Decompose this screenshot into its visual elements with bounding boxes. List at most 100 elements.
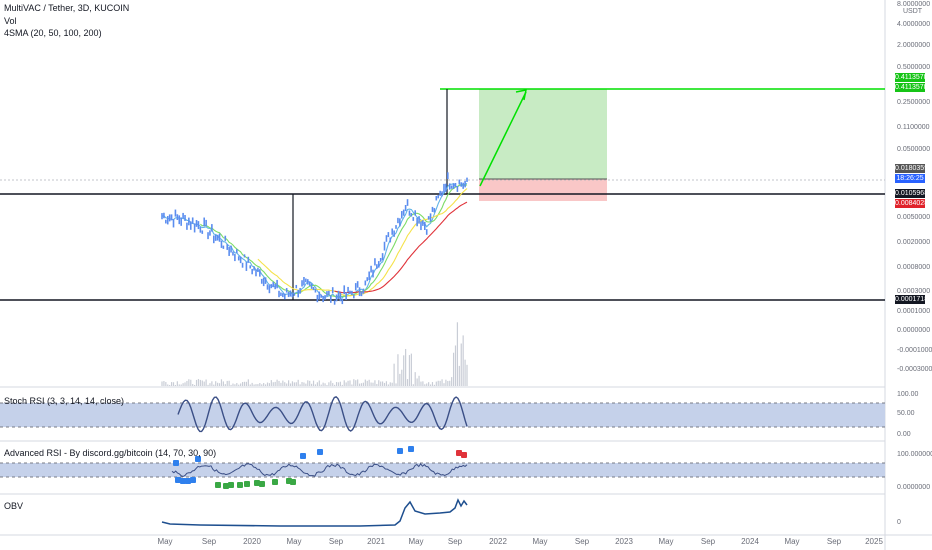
volume-bar [449, 380, 451, 386]
rsi-marker [290, 479, 296, 485]
entry-price-tag: 0.0105968 [895, 189, 929, 198]
volume-bar [316, 382, 318, 386]
volume-bar [205, 379, 207, 386]
loss-zone[interactable] [479, 179, 607, 201]
time-tick: 2020 [243, 537, 261, 546]
volume-bar [357, 379, 359, 386]
volume-bar [261, 384, 263, 386]
volume-bar [266, 382, 269, 386]
volume-bar [445, 379, 447, 386]
stoch-band [0, 403, 885, 427]
price-series [161, 172, 468, 305]
sma-200-line [334, 201, 468, 294]
price-tick: -0.0001000 [897, 347, 932, 354]
volume-bar [220, 379, 223, 386]
volume-bar [387, 384, 389, 386]
time-tick: Sep [329, 537, 344, 546]
volume-bar [347, 380, 349, 386]
stop-price-tag: 0.0084028 [895, 199, 929, 208]
profit-zone[interactable] [479, 89, 607, 179]
time-tick: 2021 [367, 537, 385, 546]
volume-bar [230, 384, 232, 386]
volume-bar [368, 379, 370, 386]
time-tick: Sep [448, 537, 463, 546]
price-tick: 0.0050000 [897, 214, 930, 221]
target-price-tag: 0.4113578 [895, 73, 928, 82]
rsi-marker [408, 446, 414, 452]
volume-bar [362, 382, 365, 386]
time-tick: May [784, 537, 799, 546]
volume-bar [439, 380, 441, 386]
volume-bar [414, 372, 416, 386]
volume-bar [278, 380, 280, 386]
volume-bar [322, 382, 324, 386]
volume-bar [341, 384, 343, 386]
volume-bar [224, 384, 226, 386]
volume-bar [366, 380, 368, 386]
stoch-label: Stoch RSI (3, 3, 14, 14, close) [4, 396, 125, 406]
volume-bar [238, 384, 240, 386]
volume-bar [358, 383, 361, 386]
volume-bar [435, 381, 437, 386]
volume-bar [264, 384, 267, 386]
volume-bar [167, 384, 169, 386]
volume-bar [190, 379, 192, 386]
volume-bar [163, 381, 165, 386]
volume-bar [305, 383, 307, 386]
volume-bar [288, 380, 290, 386]
price-tick: 0.0001000 [897, 308, 930, 315]
volume-bar [297, 379, 299, 386]
rsi-marker [317, 449, 323, 455]
obv-tick: 0 [897, 519, 901, 526]
volume-bar [374, 380, 376, 386]
rsi-marker [461, 452, 467, 458]
volume-bar [335, 382, 338, 386]
volume-bar [399, 373, 401, 386]
volume-bar [391, 382, 393, 386]
volume-bar [257, 384, 259, 386]
sma-20-line [161, 182, 468, 299]
volume-bar [353, 379, 355, 386]
volume-bar [466, 364, 468, 386]
rsi-tick: 0.0000000 [897, 484, 930, 491]
price-tick: 0.5000000 [897, 64, 930, 71]
volume-bar [462, 335, 464, 386]
price-tick: 0.0003000 [897, 288, 930, 295]
volume-bar [332, 383, 334, 386]
volume-bar [372, 382, 374, 386]
volume-bar [339, 381, 341, 386]
volume-bar [383, 382, 386, 386]
volume-bar [215, 381, 217, 386]
volume-bar [464, 359, 466, 386]
price-tick: 0.1100000 [897, 124, 930, 131]
volume-bar [424, 384, 426, 386]
volume-bar [311, 383, 313, 386]
volume-bar [320, 384, 322, 386]
volume-bar [443, 383, 445, 386]
volume-bars [161, 322, 468, 386]
stoch-tick: 100.00 [897, 391, 919, 398]
volume-bar [381, 381, 384, 386]
volume-bar [226, 380, 228, 386]
volume-bar [270, 380, 272, 386]
volume-bar [401, 369, 403, 386]
volume-bar [218, 383, 221, 386]
volume-bar [291, 381, 294, 386]
rsi-marker [237, 482, 243, 488]
rsi-marker [300, 453, 306, 459]
rsi-marker [228, 482, 234, 488]
rsi-marker [190, 477, 196, 483]
volume-bar [360, 383, 363, 386]
volume-bar [182, 383, 184, 386]
volume-bar [428, 382, 430, 386]
volume-bar [243, 381, 246, 386]
currency-label: USDT [903, 8, 923, 15]
projection-arrow[interactable] [479, 91, 527, 187]
volume-bar [286, 383, 288, 386]
volume-bar [207, 384, 209, 386]
volume-bar [195, 379, 198, 386]
time-tick: May [658, 537, 673, 546]
rsi-marker [195, 456, 201, 462]
volume-bar [426, 383, 428, 386]
